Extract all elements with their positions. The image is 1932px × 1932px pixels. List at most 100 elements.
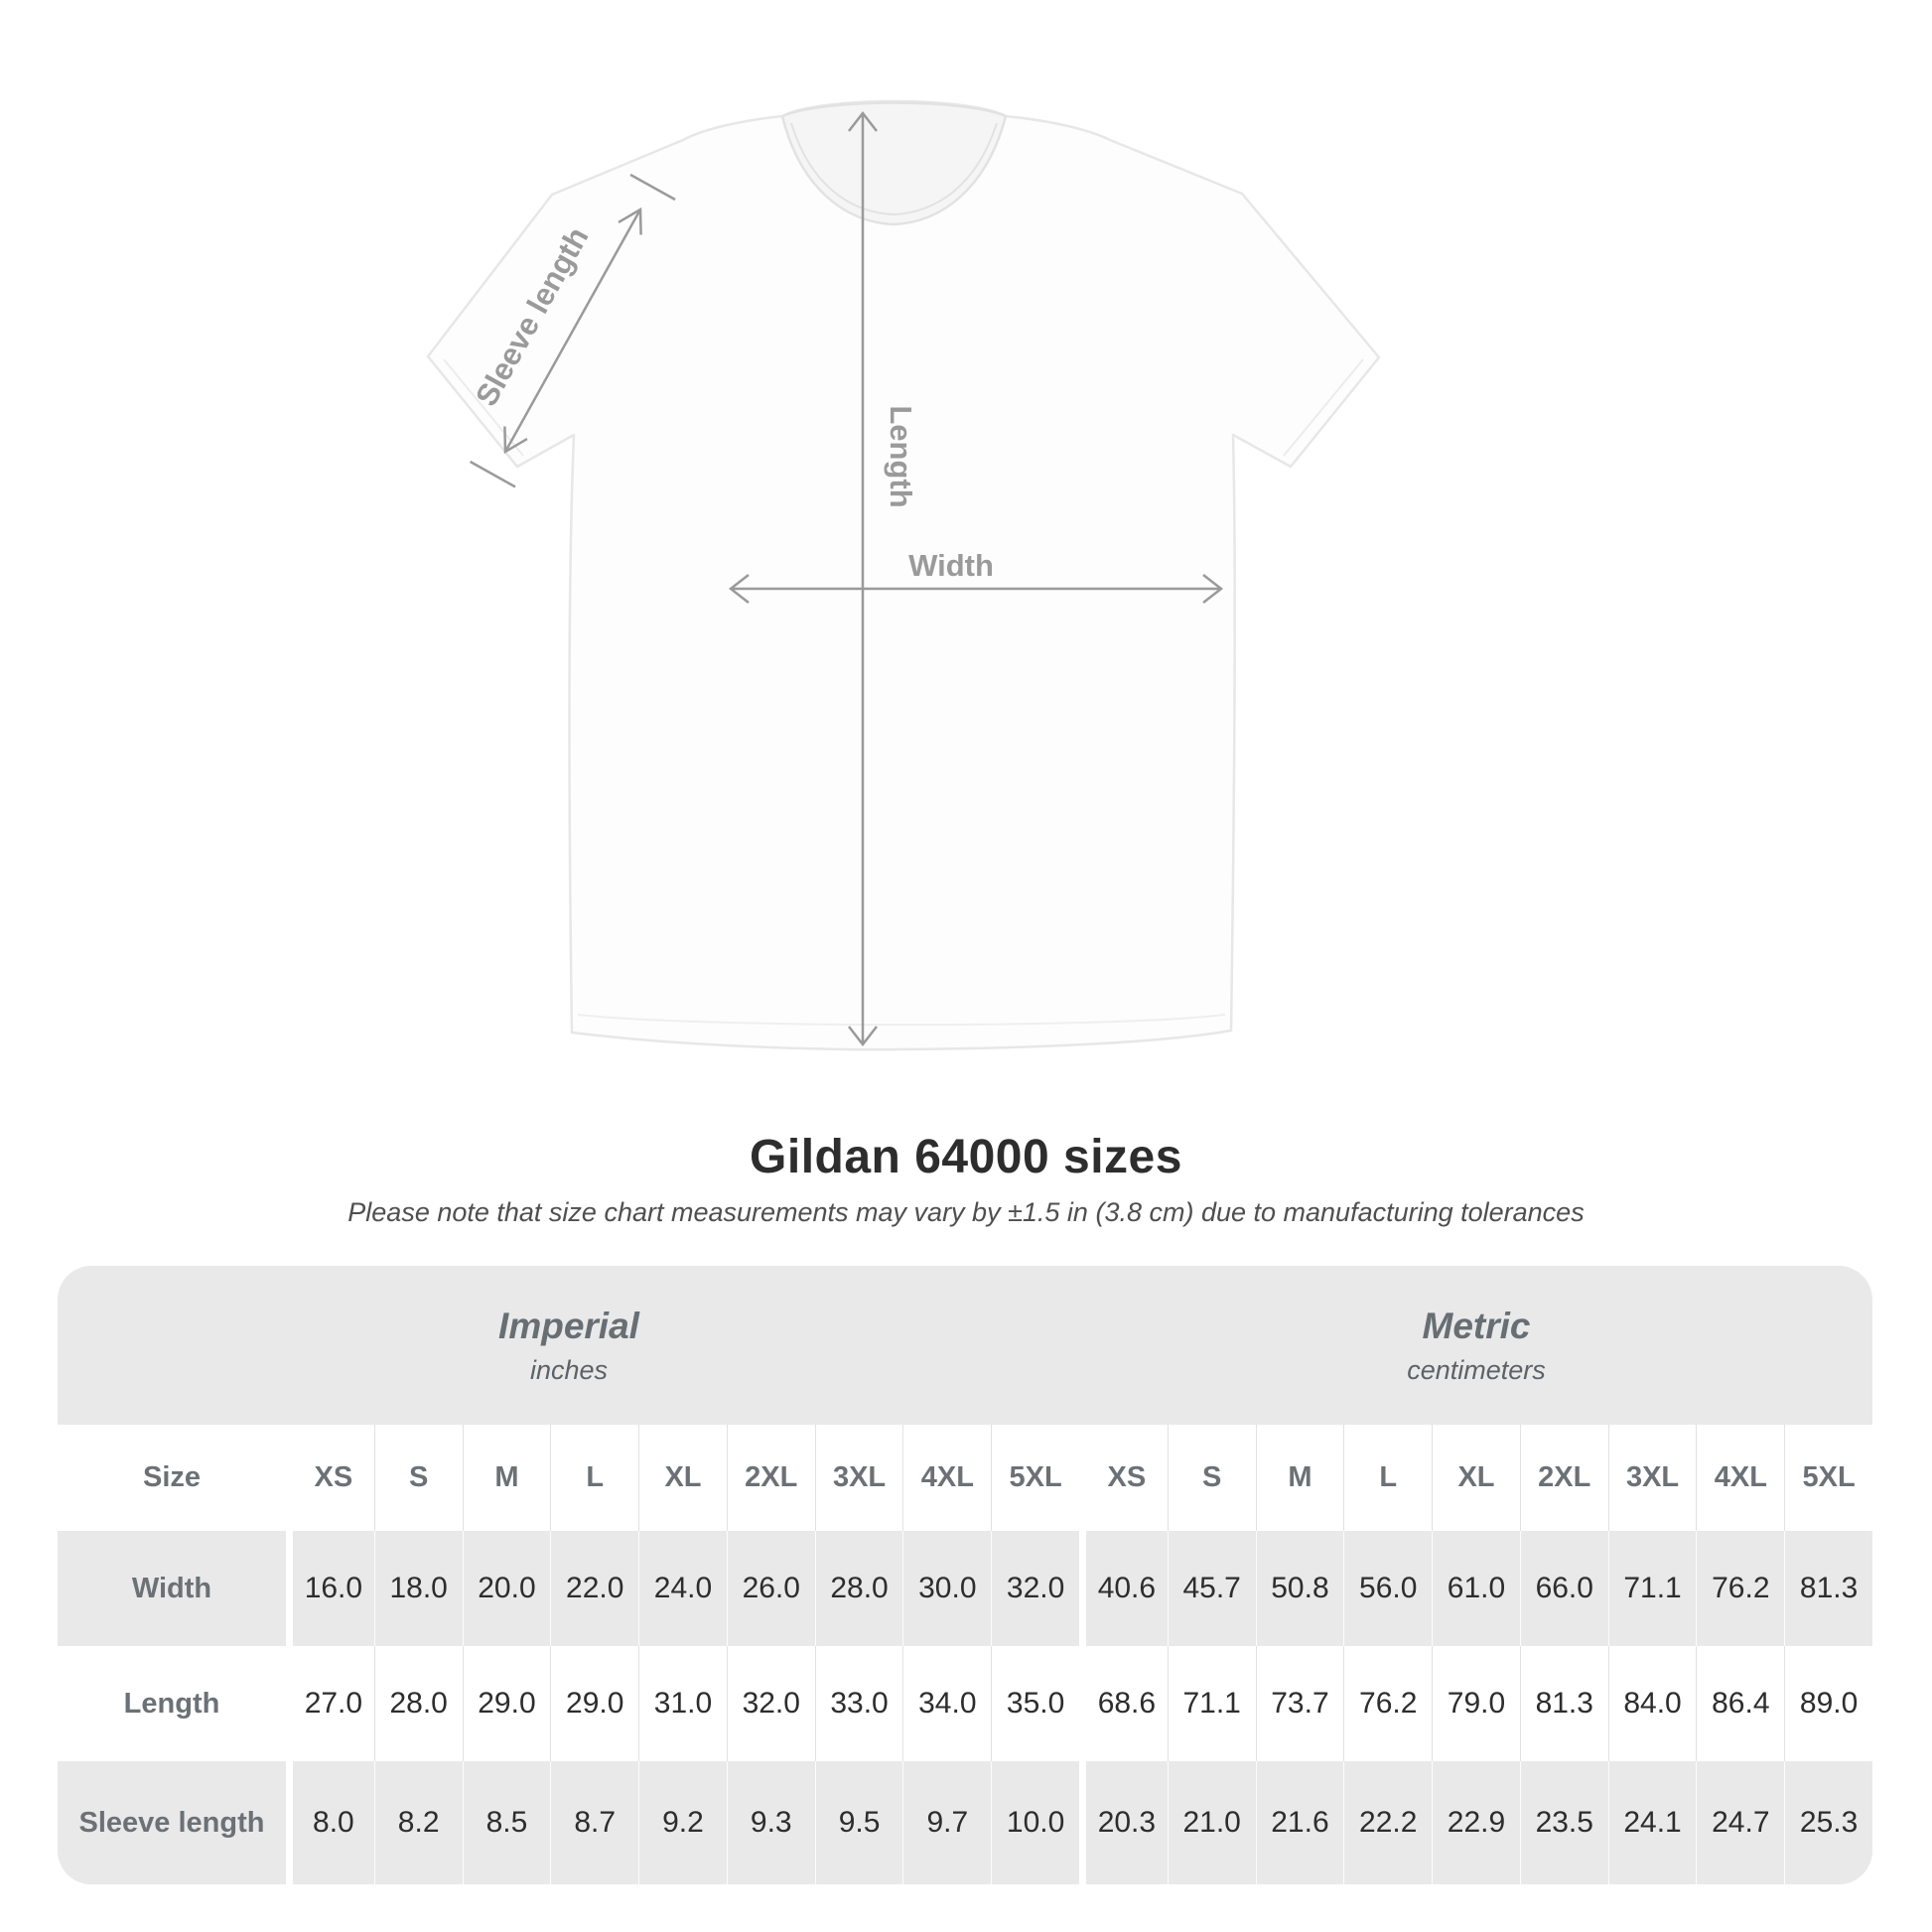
length-metric-m: 73.7 bbox=[1255, 1646, 1344, 1761]
table-row-length: Length 27.0 28.0 29.0 29.0 31.0 32.0 33.… bbox=[58, 1646, 1872, 1761]
sleeve-metric-l: 22.2 bbox=[1343, 1761, 1432, 1884]
col-header-imperial-3xl: 3XL bbox=[814, 1425, 903, 1531]
length-arrowhead-bottom bbox=[848, 1026, 878, 1047]
col-header-metric-xs: XS bbox=[1079, 1425, 1168, 1531]
units-row: Imperial inches Metric centimeters bbox=[58, 1266, 1872, 1425]
sleeve-imperial-l: 8.7 bbox=[550, 1761, 638, 1884]
col-header-imperial-xl: XL bbox=[638, 1425, 727, 1531]
width-metric-m: 50.8 bbox=[1255, 1531, 1344, 1646]
col-header-imperial-m: M bbox=[462, 1425, 551, 1531]
width-imperial-3xl: 28.0 bbox=[814, 1531, 903, 1646]
size-table: Imperial inches Metric centimeters Size … bbox=[58, 1266, 1872, 1884]
sleeve-imperial-2xl: 9.3 bbox=[726, 1761, 815, 1884]
width-metric-3xl: 71.1 bbox=[1607, 1531, 1697, 1646]
metric-title: Metric bbox=[1422, 1305, 1531, 1346]
sleeve-imperial-4xl: 9.7 bbox=[902, 1761, 991, 1884]
col-header-imperial-l: L bbox=[550, 1425, 638, 1531]
width-imperial-5xl: 32.0 bbox=[991, 1531, 1079, 1646]
tshirt-collar-seam bbox=[790, 122, 998, 216]
sleeve-metric-xl: 22.9 bbox=[1432, 1761, 1520, 1884]
length-metric-l: 76.2 bbox=[1343, 1646, 1432, 1761]
length-metric-3xl: 84.0 bbox=[1607, 1646, 1697, 1761]
sleeve-end-tick-bottom bbox=[469, 460, 516, 488]
width-metric-xs: 40.6 bbox=[1079, 1531, 1168, 1646]
col-header-metric-s: S bbox=[1167, 1425, 1256, 1531]
length-arrowhead-top bbox=[848, 110, 878, 132]
row-label-sleeve-length: Sleeve length bbox=[78, 1806, 265, 1839]
width-metric-2xl: 66.0 bbox=[1519, 1531, 1608, 1646]
sleeve-metric-s: 21.0 bbox=[1167, 1761, 1256, 1884]
metric-section-header: Metric centimeters bbox=[1080, 1266, 1872, 1425]
width-imperial-s: 18.0 bbox=[373, 1531, 463, 1646]
length-metric-xl: 79.0 bbox=[1432, 1646, 1520, 1761]
col-header-imperial-5xl: 5XL bbox=[991, 1425, 1079, 1531]
size-column-header: Size bbox=[142, 1461, 202, 1493]
width-metric-xl: 61.0 bbox=[1432, 1531, 1520, 1646]
col-header-imperial-xs: XS bbox=[286, 1425, 374, 1531]
sleeve-metric-m: 21.6 bbox=[1255, 1761, 1344, 1884]
length-imperial-s: 28.0 bbox=[373, 1646, 463, 1761]
table-header-row: Size XS S M L XL 2XL 3XL 4XL 5XL XS S M … bbox=[58, 1425, 1872, 1531]
sleeve-imperial-xs: 8.0 bbox=[286, 1761, 374, 1884]
width-metric-l: 56.0 bbox=[1343, 1531, 1432, 1646]
length-imperial-l: 29.0 bbox=[550, 1646, 638, 1761]
length-metric-s: 71.1 bbox=[1167, 1646, 1256, 1761]
width-imperial-l: 22.0 bbox=[550, 1531, 638, 1646]
sleeve-imperial-m: 8.5 bbox=[462, 1761, 551, 1884]
tshirt-body bbox=[426, 99, 1381, 1051]
row-label-width: Width bbox=[131, 1572, 212, 1604]
width-imperial-xs: 16.0 bbox=[286, 1531, 374, 1646]
length-imperial-4xl: 34.0 bbox=[902, 1646, 991, 1761]
tshirt-graphic bbox=[426, 99, 1381, 1051]
length-imperial-2xl: 32.0 bbox=[726, 1646, 815, 1761]
length-imperial-3xl: 33.0 bbox=[814, 1646, 903, 1761]
length-metric-2xl: 81.3 bbox=[1519, 1646, 1608, 1761]
col-header-imperial-4xl: 4XL bbox=[902, 1425, 991, 1531]
length-metric-5xl: 89.0 bbox=[1784, 1646, 1872, 1761]
sleeve-end-tick-top bbox=[629, 173, 676, 202]
tshirt-left-cuff-seam bbox=[443, 358, 524, 457]
col-header-metric-2xl: 2XL bbox=[1519, 1425, 1608, 1531]
width-metric-5xl: 81.3 bbox=[1784, 1531, 1872, 1646]
length-imperial-xs: 27.0 bbox=[286, 1646, 374, 1761]
sleeve-length-arrow bbox=[503, 208, 642, 453]
col-header-metric-3xl: 3XL bbox=[1607, 1425, 1697, 1531]
width-metric-s: 45.7 bbox=[1167, 1531, 1256, 1646]
width-imperial-4xl: 30.0 bbox=[902, 1531, 991, 1646]
imperial-section-header: Imperial inches bbox=[58, 1266, 1080, 1425]
tshirt-measurement-diagram: Sleeve length Length Width bbox=[426, 99, 1381, 1051]
page-title: Gildan 64000 sizes bbox=[750, 1131, 1182, 1183]
sleeve-metric-xs: 20.3 bbox=[1079, 1761, 1168, 1884]
sleeve-imperial-s: 8.2 bbox=[373, 1761, 463, 1884]
imperial-title: Imperial bbox=[498, 1305, 639, 1346]
sleeve-metric-3xl: 24.1 bbox=[1607, 1761, 1697, 1884]
sleeve-metric-4xl: 24.7 bbox=[1696, 1761, 1784, 1884]
tolerance-note: Please note that size chart measurements… bbox=[347, 1197, 1585, 1227]
width-metric-4xl: 76.2 bbox=[1696, 1531, 1784, 1646]
col-header-metric-xl: XL bbox=[1432, 1425, 1520, 1531]
imperial-unit: inches bbox=[529, 1354, 609, 1385]
width-arrowhead-right bbox=[1202, 574, 1224, 604]
table-row-width: Width 16.0 18.0 20.0 22.0 24.0 26.0 28.0… bbox=[58, 1531, 1872, 1646]
tshirt-hem-seam bbox=[577, 1014, 1226, 1027]
length-imperial-5xl: 35.0 bbox=[991, 1646, 1079, 1761]
length-annotation bbox=[848, 110, 878, 1047]
width-imperial-2xl: 26.0 bbox=[726, 1531, 815, 1646]
col-header-metric-m: M bbox=[1255, 1425, 1344, 1531]
sleeve-imperial-5xl: 10.0 bbox=[991, 1761, 1079, 1884]
sleeve-arrowhead-bottom bbox=[503, 426, 528, 455]
width-imperial-m: 20.0 bbox=[462, 1531, 551, 1646]
sleeve-metric-5xl: 25.3 bbox=[1784, 1761, 1872, 1884]
col-header-imperial-s: S bbox=[373, 1425, 463, 1531]
sleeve-metric-2xl: 23.5 bbox=[1519, 1761, 1608, 1884]
length-imperial-m: 29.0 bbox=[462, 1646, 551, 1761]
length-metric-4xl: 86.4 bbox=[1696, 1646, 1784, 1761]
length-metric-xs: 68.6 bbox=[1079, 1646, 1168, 1761]
sleeve-length-annotation bbox=[469, 173, 676, 488]
sleeve-imperial-3xl: 9.5 bbox=[814, 1761, 903, 1884]
width-arrowhead-left bbox=[728, 574, 750, 604]
col-header-metric-5xl: 5XL bbox=[1784, 1425, 1872, 1531]
length-label: Length bbox=[884, 405, 918, 507]
